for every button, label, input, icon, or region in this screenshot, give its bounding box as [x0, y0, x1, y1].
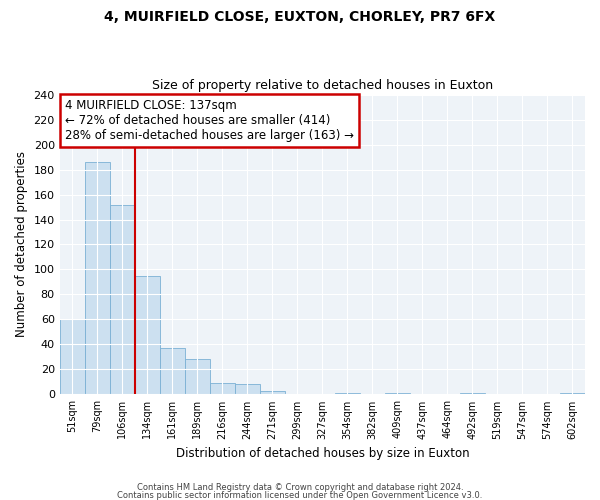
Text: Contains HM Land Registry data © Crown copyright and database right 2024.: Contains HM Land Registry data © Crown c…: [137, 484, 463, 492]
Bar: [260, 390, 285, 394]
Bar: [385, 393, 410, 394]
Bar: [59, 320, 85, 394]
Text: 4 MUIRFIELD CLOSE: 137sqm
← 72% of detached houses are smaller (414)
28% of semi: 4 MUIRFIELD CLOSE: 137sqm ← 72% of detac…: [65, 99, 354, 142]
Bar: [135, 276, 160, 394]
Text: Contains public sector information licensed under the Open Government Licence v3: Contains public sector information licen…: [118, 490, 482, 500]
Bar: [335, 393, 360, 394]
Bar: [160, 348, 185, 395]
X-axis label: Distribution of detached houses by size in Euxton: Distribution of detached houses by size …: [176, 447, 469, 460]
Title: Size of property relative to detached houses in Euxton: Size of property relative to detached ho…: [152, 79, 493, 92]
Bar: [110, 204, 135, 394]
Bar: [85, 162, 110, 394]
Text: 4, MUIRFIELD CLOSE, EUXTON, CHORLEY, PR7 6FX: 4, MUIRFIELD CLOSE, EUXTON, CHORLEY, PR7…: [104, 10, 496, 24]
Bar: [560, 393, 585, 394]
Bar: [185, 360, 210, 394]
Y-axis label: Number of detached properties: Number of detached properties: [15, 152, 28, 338]
Bar: [210, 383, 235, 394]
Bar: [460, 393, 485, 394]
Bar: [235, 384, 260, 394]
